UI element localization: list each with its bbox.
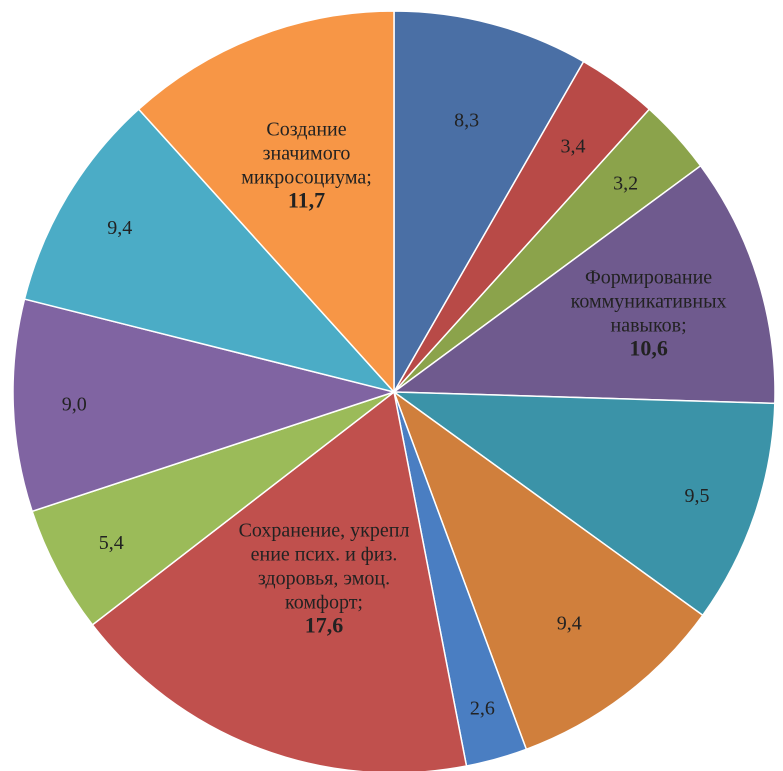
slice-value-label: 9,5 — [685, 485, 710, 507]
pie-labels: 8,3 3,4 3,2 Формирование коммуникативных навы… — [62, 110, 727, 720]
slice-name-line: комфорт; — [285, 591, 363, 613]
pie-slice-6 — [392, 389, 704, 751]
pie-slice-5 — [391, 391, 776, 617]
slice-name-line: коммуникативных — [571, 291, 727, 313]
slice-value-label: 3,2 — [613, 172, 638, 194]
slice-label-8: Сохранение, укрепл ение псих. и физ. здоро… — [239, 519, 410, 637]
slice-label-1: 8,3 — [454, 110, 479, 132]
slice-name-line: ение псих. и физ. — [251, 543, 398, 565]
slice-name-line: Создание — [266, 118, 346, 140]
pie-slice-1 — [393, 10, 585, 395]
pie-slice-4 — [391, 164, 776, 405]
pie-slices — [12, 10, 776, 771]
pie-slice-10 — [12, 298, 397, 513]
slice-name-line: микросоциума; — [241, 166, 372, 188]
slice-label-9: 5,4 — [99, 532, 124, 554]
slice-label-10: 9,0 — [62, 394, 87, 416]
slice-name-line: навыков; — [611, 315, 687, 337]
slice-value-label: 8,3 — [454, 110, 479, 132]
pie-slice-8 — [91, 390, 468, 771]
slice-value-label: 9,4 — [557, 613, 582, 635]
slice-label-2: 3,4 — [561, 135, 586, 157]
slice-label-3: 3,2 — [613, 172, 638, 194]
slice-value-label: 9,4 — [107, 217, 132, 239]
slice-label-12: Создание значимого микросоциума; 11,7 — [241, 118, 372, 212]
slice-label-6: 9,4 — [557, 613, 582, 635]
slice-label-11: 9,4 — [107, 217, 132, 239]
slice-name-line: Формирование — [585, 267, 712, 289]
slice-value-label: 2,6 — [470, 698, 495, 720]
slice-name-line: Сохранение, укрепл — [239, 519, 410, 541]
slice-value-label: 17,6 — [305, 612, 344, 637]
slice-name-line: значимого — [263, 142, 351, 164]
slice-label-4: Формирование коммуникативных навыков; 10,6 — [571, 267, 727, 361]
pie-slice-12 — [137, 10, 395, 394]
slice-value-label: 3,4 — [561, 135, 586, 157]
slice-name-line: здоровья, эмоц. — [258, 567, 390, 589]
slice-value-label: 5,4 — [99, 532, 124, 554]
pie-slice-11 — [23, 108, 397, 394]
slice-value-label: 9,0 — [62, 394, 87, 416]
slice-label-5: 9,5 — [685, 485, 710, 507]
slice-value-label: 11,7 — [288, 187, 325, 212]
slice-value-label: 10,6 — [629, 336, 668, 361]
slice-label-7: 2,6 — [470, 698, 495, 720]
